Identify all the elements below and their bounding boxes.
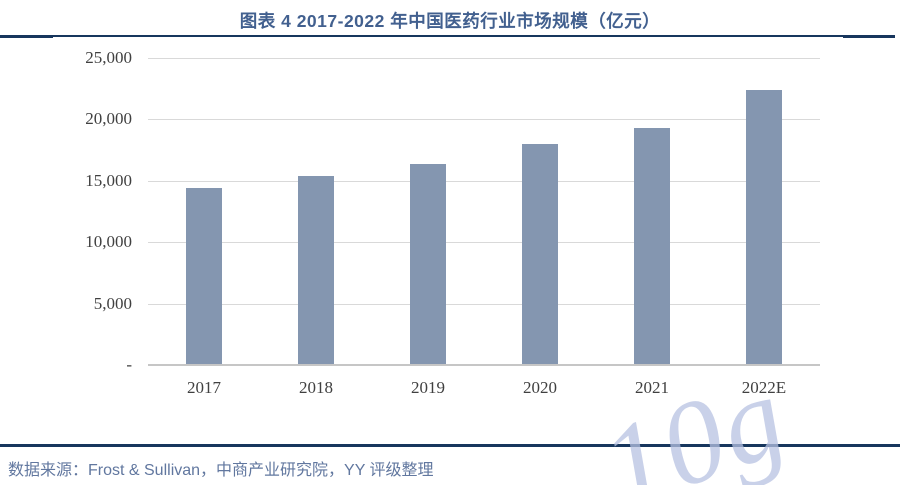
title-divider-thick-right [843, 34, 895, 39]
bar-2018 [298, 176, 334, 364]
gridline [148, 58, 820, 59]
y-axis-tick-label: 25,000 [85, 48, 132, 67]
bar-2017 [186, 188, 222, 364]
x-axis-tick-label: 2017 [187, 378, 221, 397]
x-axis-line [148, 364, 820, 366]
y-axis-tick-label: 5,000 [93, 293, 132, 313]
y-axis-tick-label: - [126, 355, 132, 374]
y-axis-tick-label: 20,000 [85, 109, 132, 129]
watermark: 10g [585, 348, 803, 485]
x-axis-tick-label: 2020 [523, 378, 557, 397]
y-axis-tick-label: 10,000 [85, 232, 132, 252]
x-axis-tick-label: 2022E [741, 378, 787, 397]
x-axis-tick-label: 2021 [635, 378, 669, 397]
gridline [148, 119, 820, 121]
chart-title: 图表 4 2017-2022 年中国医药行业市场规模（亿元） [239, 11, 661, 31]
gridline [148, 242, 820, 244]
data-source-text: 数据来源：Frost & Sullivan，中商产业研究院，YY 评级整理 [8, 462, 434, 479]
y-axis-tick-label: 15,000 [85, 170, 132, 190]
title-divider-line [0, 35, 895, 37]
plot-area: - 5,000 10,000 15,000 20,000 25,000 2017 2018 20… [85, 49, 820, 397]
gridline [148, 180, 820, 182]
bar-2020 [522, 144, 558, 364]
x-axis-tick-label: 2018 [299, 378, 333, 397]
title-divider-thick-left [0, 34, 53, 39]
bar-2021 [634, 128, 670, 364]
x-axis-tick-label: 2019 [411, 378, 445, 397]
bar-2019 [410, 163, 446, 364]
bar-2022E [746, 90, 782, 364]
footer-divider-line [0, 444, 900, 447]
gridline [148, 303, 820, 305]
